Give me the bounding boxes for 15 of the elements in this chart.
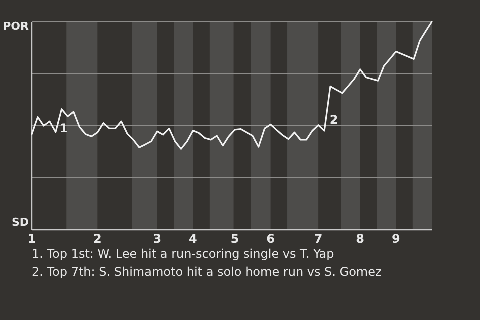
x-tick-label: 8 — [356, 232, 365, 246]
text: 2. Top 7th: S. Shimamoto hit a solo home run vs S. Gomez — [32, 265, 382, 279]
x-tick-label: 7 — [314, 232, 323, 246]
x-tick-label: 9 — [392, 232, 400, 246]
x-tick-label: 5 — [230, 232, 240, 246]
annotation: 1 — [60, 121, 68, 136]
x-tick-label: 6 — [266, 232, 275, 246]
text: POR — [3, 20, 30, 33]
x-tick-label: 4 — [189, 232, 198, 246]
annotation: 2 — [330, 112, 338, 127]
x-tick-label: 2 — [93, 232, 102, 246]
text: 1. Top 1st: W. Lee hit a run-scoring single vs T. Yap — [32, 247, 334, 261]
x-tick-label: 3 — [153, 232, 162, 246]
text: SD — [12, 216, 29, 229]
x-tick-label: 1 — [28, 232, 36, 246]
